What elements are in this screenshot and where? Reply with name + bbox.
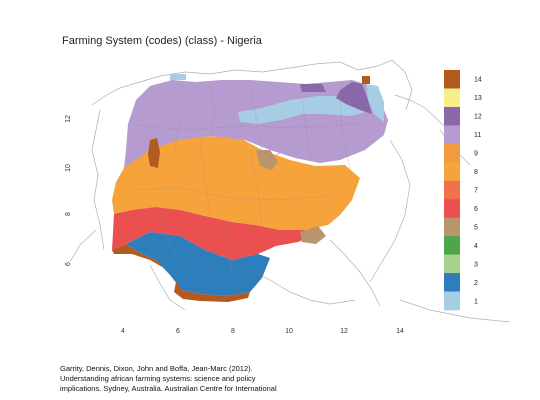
region-class-5 <box>256 150 278 170</box>
y-tick-label: 12 <box>65 115 72 123</box>
legend-label: 9 <box>474 151 478 158</box>
legend-label: 7 <box>474 188 478 195</box>
citation-text: Garrity, Dennis, Dixon, John and Boffa, … <box>60 364 360 394</box>
legend-swatch <box>444 254 460 274</box>
region-class-8 <box>112 136 360 230</box>
legend-swatch <box>444 199 460 218</box>
y-tick-label: 6 <box>65 262 72 266</box>
map-title: Farming System (codes) (class) - Nigeria <box>62 35 262 47</box>
region-class-1-top <box>170 74 186 80</box>
citation-line: implications. Sydney, Australia. Austral… <box>60 384 277 393</box>
legend-swatch <box>444 106 460 126</box>
legend-label: 12 <box>474 114 482 121</box>
legend-swatch <box>444 273 460 292</box>
legend-swatch <box>444 70 460 89</box>
y-axis-ticks: 6 8 10 12 <box>65 115 72 266</box>
legend-swatch <box>444 236 460 255</box>
region-class-1-north <box>238 96 366 124</box>
legend-label: 5 <box>474 224 478 231</box>
x-tick-label: 8 <box>231 328 235 335</box>
legend-swatch <box>444 88 460 108</box>
legend-swatch <box>444 217 460 237</box>
legend-label: 14 <box>474 77 482 84</box>
y-tick-label: 10 <box>65 164 72 172</box>
legend-label: 1 <box>474 298 478 305</box>
legend-label: 6 <box>474 206 478 213</box>
region-class-12 <box>336 82 372 114</box>
legend-label: 4 <box>474 243 478 250</box>
legend-swatch <box>444 125 460 145</box>
x-tick-label: 10 <box>285 328 293 335</box>
x-tick-label: 14 <box>396 328 404 335</box>
region-class-14-inland <box>148 138 160 168</box>
x-tick-label: 12 <box>340 328 348 335</box>
legend-swatch <box>444 291 460 311</box>
legend-label: 13 <box>474 95 482 102</box>
legend-label: 11 <box>474 132 481 139</box>
region-class-2 <box>126 232 270 296</box>
citation-line: Understanding african farming systems: s… <box>60 374 256 383</box>
legend-swatch <box>444 180 460 200</box>
state-borders <box>129 81 361 276</box>
region-class-1-east <box>366 84 384 122</box>
region-class-6 <box>112 207 318 260</box>
region-class-5-east <box>300 226 326 244</box>
x-tick-label: 6 <box>176 328 180 335</box>
map-legend: 14 13 12 11 9 8 7 6 5 4 3 2 1 <box>444 70 482 311</box>
legend-swatch <box>444 143 460 163</box>
farming-system-regions <box>112 74 388 302</box>
citation-line: Garrity, Dennis, Dixon, John and Boffa, … <box>60 364 253 373</box>
legend-swatch <box>444 162 460 182</box>
x-axis-ticks: 4 6 8 10 12 14 <box>121 328 404 335</box>
region-class-14-coast <box>174 282 250 302</box>
region-class-14-strip <box>112 244 164 268</box>
legend-label: 3 <box>474 261 478 268</box>
x-tick-label: 4 <box>121 328 125 335</box>
region-class-12-top <box>300 84 326 92</box>
legend-label: 8 <box>474 169 478 176</box>
region-class-14-north <box>362 76 370 84</box>
y-tick-label: 8 <box>65 212 72 216</box>
legend-label: 2 <box>474 280 478 287</box>
